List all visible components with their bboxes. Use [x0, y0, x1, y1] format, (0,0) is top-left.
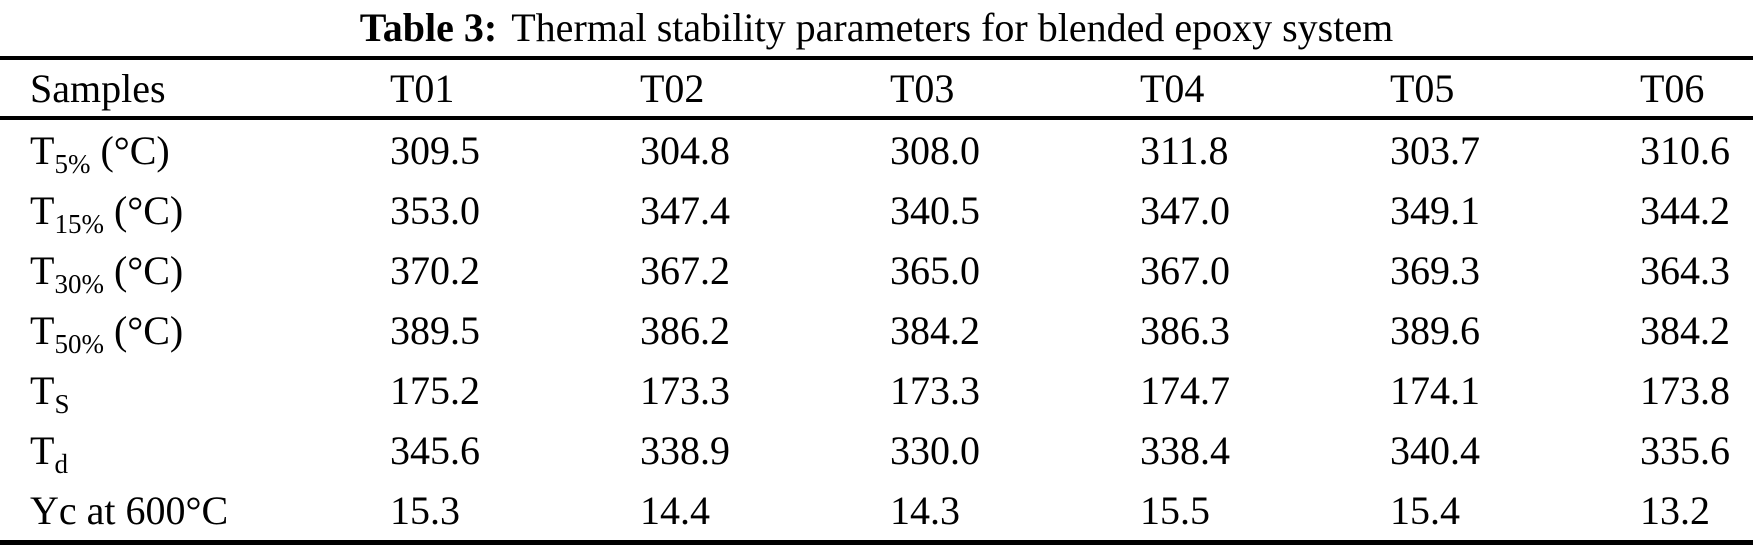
cell-value: 369.3: [1390, 247, 1480, 293]
row-label-base: T: [30, 187, 55, 233]
cell-value: 13.2: [1640, 487, 1710, 533]
cell-value: 174.7: [1140, 367, 1230, 413]
table-row-td: Td 345.6 338.9 330.0 338.4 340.4 335.6: [0, 420, 1753, 480]
row-label-suffix: (°C): [103, 187, 184, 233]
row-label-suffix: (°C): [103, 247, 184, 293]
cell-value: 338.9: [640, 427, 730, 473]
cell-value: 347.4: [640, 187, 730, 233]
table-row-t5: T5% (°C) 309.5 304.8 308.0 311.8 303.7 3…: [0, 118, 1753, 180]
cell-value: 386.3: [1140, 307, 1230, 353]
cell-value: 340.5: [890, 187, 980, 233]
row-label-sub: 50%: [54, 328, 104, 359]
cell-value: 311.8: [1140, 127, 1229, 173]
row-label-sub: d: [54, 448, 68, 479]
row-label: TS: [0, 360, 390, 420]
column-header-t04: T04: [1140, 58, 1390, 120]
cell-value: 173.8: [1640, 367, 1730, 413]
table-row-ts: TS 175.2 173.3 173.3 174.7 174.1 173.8: [0, 360, 1753, 420]
cell-value: 14.4: [640, 487, 710, 533]
row-label: Yc at 600°C: [0, 480, 390, 543]
cell-value: 347.0: [1140, 187, 1230, 233]
cell-value: 15.3: [390, 487, 460, 533]
column-header-t01: T01: [390, 58, 640, 120]
cell-value: 344.2: [1640, 187, 1730, 233]
cell-value: 386.2: [640, 307, 730, 353]
column-header-t02: T02: [640, 58, 890, 120]
header-row: Samples T01 T02 T03 T04 T05 T06: [0, 58, 1753, 120]
cell-value: 349.1: [1390, 187, 1480, 233]
row-label-base: T: [30, 247, 55, 293]
table-caption: Table 3: Thermal stability parameters for…: [0, 0, 1753, 56]
cell-value: 304.8: [640, 127, 730, 173]
row-label: T30% (°C): [0, 240, 390, 300]
cell-value: 338.4: [1140, 427, 1230, 473]
table-row-t30: T30% (°C) 370.2 367.2 365.0 367.0 369.3 …: [0, 240, 1753, 300]
table-row-yc: Yc at 600°C 15.3 14.4 14.3 15.5 15.4 13.…: [0, 480, 1753, 543]
cell-value: 173.3: [640, 367, 730, 413]
row-label-suffix: (°C): [90, 127, 170, 173]
row-label-suffix: (°C): [103, 307, 184, 353]
column-header-t03: T03: [890, 58, 1140, 120]
cell-value: 367.0: [1140, 247, 1230, 293]
cell-value: 364.3: [1640, 247, 1730, 293]
cell-value: 365.0: [890, 247, 980, 293]
cell-value: 389.5: [390, 307, 480, 353]
row-label: T50% (°C): [0, 300, 390, 360]
cell-value: 384.2: [890, 307, 980, 353]
row-label-base: T: [30, 367, 55, 413]
cell-value: 335.6: [1640, 427, 1730, 473]
cell-value: 340.4: [1390, 427, 1480, 473]
cell-value: 308.0: [890, 127, 980, 173]
cell-value: 303.7: [1390, 127, 1480, 173]
row-label-sub: 5%: [54, 148, 91, 179]
row-label-sub: 15%: [54, 208, 104, 239]
cell-value: 353.0: [390, 187, 480, 233]
cell-value: 384.2: [1640, 307, 1730, 353]
cell-value: 345.6: [390, 427, 480, 473]
thermal-stability-table: Samples T01 T02 T03 T04 T05 T06 T5% (°C)…: [0, 56, 1753, 545]
row-label-base: T: [30, 127, 55, 173]
row-label-base: Yc at 600°C: [30, 487, 229, 533]
table-caption-title: Thermal stability parameters for blended…: [511, 5, 1394, 50]
row-label-base: T: [30, 307, 55, 353]
table-row-t15: T15% (°C) 353.0 347.4 340.5 347.0 349.1 …: [0, 180, 1753, 240]
cell-value: 309.5: [390, 127, 480, 173]
row-label-sub: 30%: [54, 268, 104, 299]
column-header-t06: T06: [1640, 58, 1753, 120]
cell-value: 389.6: [1390, 307, 1480, 353]
row-label-sub: S: [54, 388, 70, 419]
column-header-samples: Samples: [0, 58, 390, 120]
cell-value: 14.3: [890, 487, 960, 533]
cell-value: 330.0: [890, 427, 980, 473]
cell-value: 310.6: [1640, 127, 1730, 173]
table-row-t50: T50% (°C) 389.5 386.2 384.2 386.3 389.6 …: [0, 300, 1753, 360]
cell-value: 370.2: [390, 247, 480, 293]
cell-value: 367.2: [640, 247, 730, 293]
cell-value: 174.1: [1390, 367, 1480, 413]
cell-value: 15.5: [1140, 487, 1210, 533]
cell-value: 15.4: [1390, 487, 1460, 533]
cell-value: 175.2: [390, 367, 480, 413]
row-label: T5% (°C): [0, 118, 390, 180]
row-label: Td: [0, 420, 390, 480]
table-caption-number: Table 3:: [359, 5, 498, 50]
row-label-base: T: [30, 427, 55, 473]
row-label: T15% (°C): [0, 180, 390, 240]
cell-value: 173.3: [890, 367, 980, 413]
column-header-t05: T05: [1390, 58, 1640, 120]
